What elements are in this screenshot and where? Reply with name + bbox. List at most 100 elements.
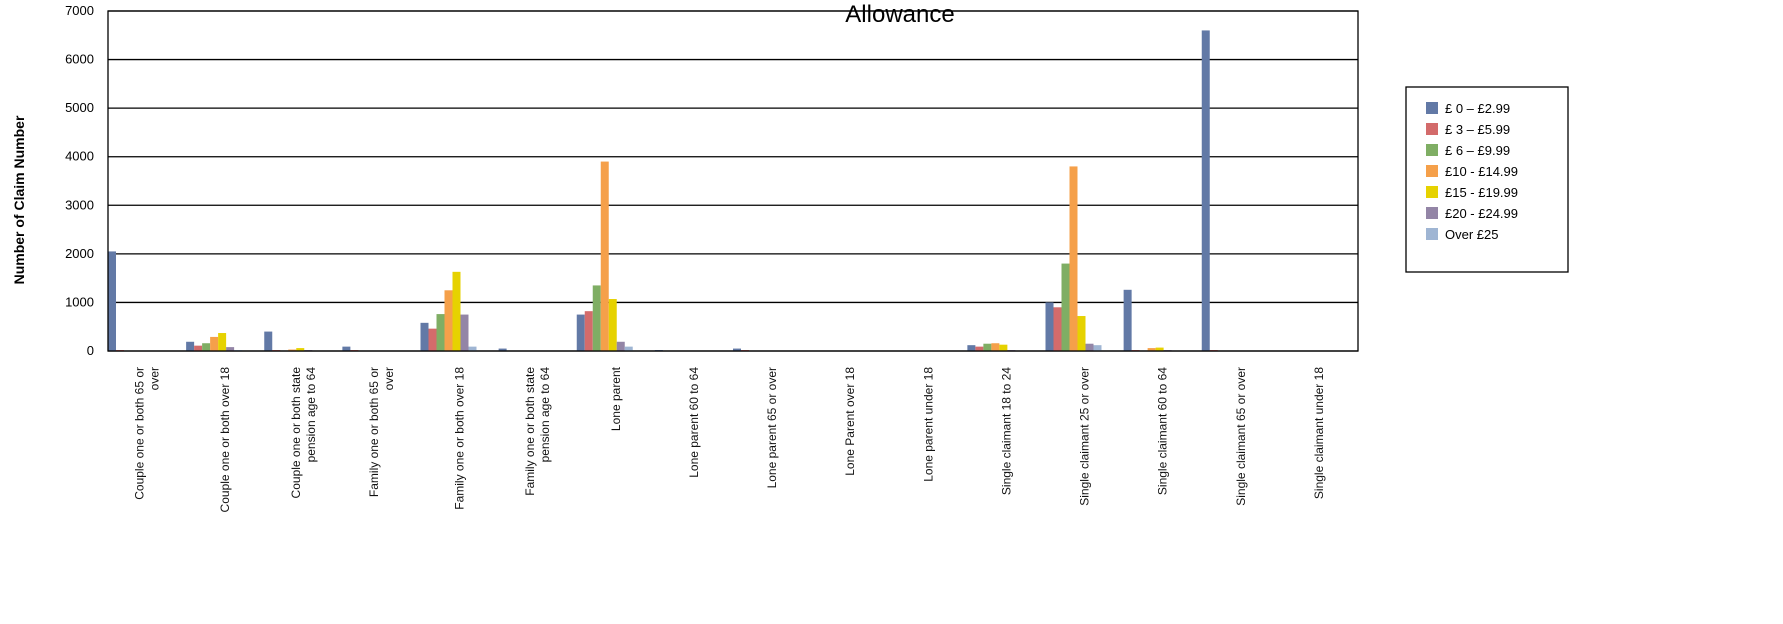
x-tick-label: Family one or both over 18 (453, 367, 467, 510)
bar (1155, 347, 1164, 351)
bar (616, 341, 625, 351)
x-tick-label-line: Couple one or both 65 or (133, 367, 147, 500)
bar (1061, 263, 1070, 351)
legend-swatch (1426, 228, 1438, 240)
bar (975, 346, 984, 351)
bar (584, 311, 593, 351)
bar (733, 348, 741, 351)
x-tick-label-line: Family one or both state (523, 367, 537, 496)
plot-frame (107, 10, 1359, 352)
x-tick-label: Couple one or both statepension age to 6… (289, 367, 318, 499)
x-tick-label: Single claimant under 18 (1312, 367, 1326, 499)
x-tick-label: Single claimant 65 or over (1234, 367, 1248, 506)
bar (186, 341, 195, 351)
bar (1053, 307, 1062, 351)
x-tick-label: Couple one or both 65 orover (133, 367, 162, 500)
y-tick-label: 2000 (65, 246, 94, 261)
bar (468, 346, 477, 351)
y-tick-label: 1000 (65, 294, 94, 309)
bar (1077, 316, 1086, 351)
bar (444, 290, 453, 351)
legend-swatch (1426, 123, 1438, 135)
bar (288, 349, 297, 351)
bar (1045, 302, 1054, 351)
bar (576, 314, 585, 351)
x-tick-label: Lone parent 60 to 64 (687, 367, 701, 478)
bar (452, 271, 461, 351)
bar (218, 333, 227, 351)
bar (1147, 348, 1156, 351)
legend-box (1405, 86, 1569, 273)
legend-label: £ 3 – £5.99 (1445, 122, 1510, 137)
x-tick-label-line: Lone parent (609, 366, 623, 431)
gridlines (108, 10, 1358, 352)
legend-swatch (1426, 165, 1438, 177)
x-tick-label-line: Lone parent 65 or over (765, 367, 779, 488)
x-tick-label-line: Single claimant under 18 (1312, 367, 1326, 499)
legend-swatch (1426, 207, 1438, 219)
bar (624, 346, 633, 351)
x-category-labels: Couple one or both 65 orover Couple one o… (133, 366, 1326, 512)
y-tick-label: 5000 (65, 100, 94, 115)
x-tick-label: Lone parent under 18 (921, 367, 935, 482)
bar (999, 344, 1008, 351)
x-tick-label: Single claimant 25 or over (1078, 367, 1092, 506)
bar (194, 345, 203, 351)
bar (226, 347, 235, 351)
x-tick-label-line: Lone parent 60 to 64 (687, 367, 701, 478)
bar (342, 346, 351, 351)
bar (991, 343, 1000, 351)
x-tick-label-line: Family one or both 65 or (367, 367, 381, 497)
bar (600, 161, 609, 351)
x-tick-label-line: pension age to 64 (538, 367, 552, 463)
y-tick-label: 3000 (65, 197, 94, 212)
legend-swatch (1426, 144, 1438, 156)
x-tick-label: Family one or both 65 orover (367, 367, 396, 497)
legend-label: £ 0 – £2.99 (1445, 101, 1510, 116)
y-tick-label: 0 (87, 343, 94, 358)
legend-label: £15 - £19.99 (1445, 185, 1518, 200)
bar (608, 299, 617, 351)
bar (436, 314, 445, 351)
bar (1123, 289, 1132, 351)
x-tick-label-line: Lone parent under 18 (921, 367, 935, 482)
bar (1093, 345, 1102, 351)
x-tick-label-line: over (148, 367, 162, 390)
bar (264, 331, 273, 351)
x-tick-label-line: pension age to 64 (304, 367, 318, 463)
bar (983, 343, 992, 351)
x-tick-label: Single claimant 18 to 24 (999, 367, 1013, 495)
x-tick-label-line: Couple one or both over 18 (218, 367, 232, 513)
x-tick-label-line: Single claimant 60 to 64 (1156, 367, 1170, 495)
x-tick-label-line: Family one or both over 18 (453, 367, 467, 510)
x-tick-label: Couple one or both over 18 (218, 367, 232, 513)
bar (210, 336, 219, 351)
bar-marks (108, 30, 1258, 352)
legend-swatch (1426, 186, 1438, 198)
bar (592, 285, 601, 351)
x-tick-label-line: Lone Parent over 18 (843, 367, 857, 476)
chart-title: Allowance (845, 1, 954, 28)
legend-label: Over £25 (1445, 227, 1498, 242)
y-tick-label: 4000 (65, 149, 94, 164)
axes (107, 10, 1359, 352)
x-tick-label-line: Single claimant 25 or over (1078, 367, 1092, 506)
bar (296, 348, 305, 351)
legend: £ 0 – £2.99 £ 3 – £5.99 £ 6 – £9.99 £10 - £… (1405, 86, 1569, 273)
x-tick-label: Lone parent (609, 366, 623, 431)
x-tick-label-line: Single claimant 18 to 24 (999, 367, 1013, 495)
y-tick-label: 6000 (65, 52, 94, 67)
bar (1069, 166, 1078, 351)
bar (1085, 343, 1094, 351)
x-tick-label: Single claimant 60 to 64 (1156, 367, 1170, 495)
x-tick-label-line: Single claimant 65 or over (1234, 367, 1248, 506)
x-tick-label-line: over (382, 367, 396, 390)
bar (460, 314, 469, 351)
x-tick-label-line: Couple one or both state (289, 367, 303, 499)
legend-label: £ 6 – £9.99 (1445, 143, 1510, 158)
bar (108, 251, 116, 351)
y-axis-label: Number of Claim Number (11, 115, 27, 284)
legend-label: £20 - £24.99 (1445, 206, 1518, 221)
bar (420, 322, 429, 351)
